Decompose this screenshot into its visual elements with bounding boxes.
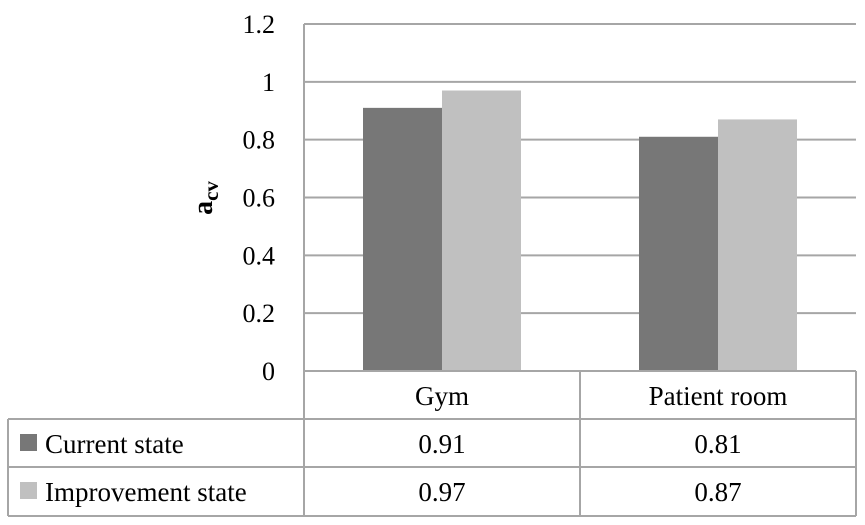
legend-label: Current state <box>45 429 184 459</box>
y-tick-label: 0.6 <box>243 184 276 213</box>
data-label: 0.81 <box>694 429 741 459</box>
y-axis-label: acv <box>188 181 223 215</box>
y-tick-label: 1 <box>262 68 275 97</box>
y-tick-label: 0.2 <box>243 299 276 328</box>
legend-label: Improvement state <box>45 477 247 507</box>
y-axis-ticks: 0 0.2 0.4 0.6 0.8 1 1.2 <box>243 10 276 386</box>
y-tick-label: 0 <box>262 357 275 386</box>
bar <box>363 107 442 371</box>
data-label: 0.87 <box>694 477 741 507</box>
y-tick-label: 1.2 <box>243 10 276 39</box>
data-label: 0.91 <box>418 429 465 459</box>
legend-swatch <box>20 434 37 451</box>
bar <box>718 119 797 371</box>
category-label: Gym <box>415 381 469 411</box>
data-label: 0.97 <box>418 477 465 507</box>
bar <box>639 136 718 371</box>
category-label: Patient room <box>649 381 788 411</box>
bar <box>442 90 521 371</box>
y-tick-label: 0.8 <box>243 126 276 155</box>
y-axis-label-main: a <box>188 201 219 215</box>
y-tick-label: 0.4 <box>243 241 276 270</box>
data-table: Gym Patient room Current state 0.91 0.81 Impr… <box>7 370 857 517</box>
y-axis-label-subscript: cv <box>199 181 223 201</box>
bars <box>363 90 797 371</box>
legend-swatch <box>20 482 37 499</box>
